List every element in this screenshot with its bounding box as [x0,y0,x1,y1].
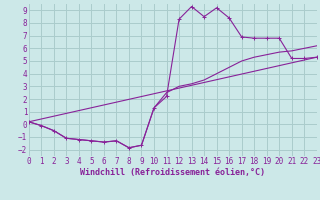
X-axis label: Windchill (Refroidissement éolien,°C): Windchill (Refroidissement éolien,°C) [80,168,265,177]
